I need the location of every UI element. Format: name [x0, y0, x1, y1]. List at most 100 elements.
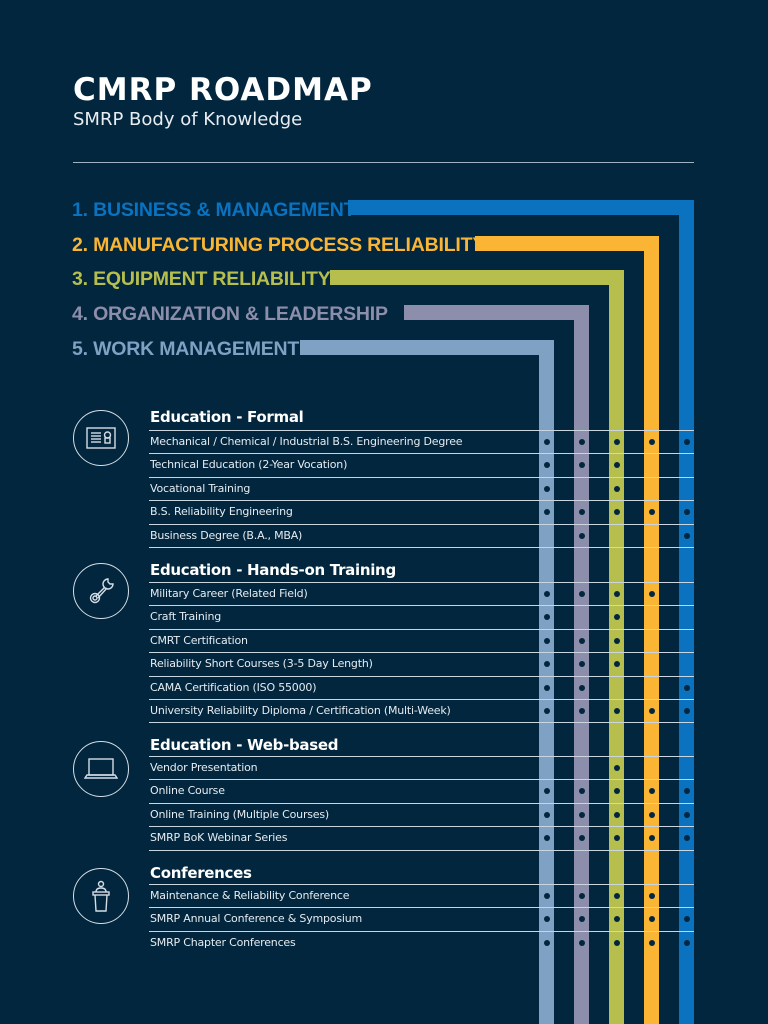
wrench-icon — [73, 563, 129, 619]
dot-bm — [683, 708, 690, 714]
list-item-label: Vocational Training — [150, 481, 251, 495]
dot-bm — [683, 835, 690, 842]
list-item-label: Military Career (Related Field) — [150, 587, 308, 600]
list-item-label: Vendor Presentation — [150, 761, 258, 774]
row-divider — [149, 430, 694, 431]
list-item-label: SMRP BoK Webinar Series — [150, 831, 288, 845]
dot-mpr — [648, 708, 655, 714]
row-divider — [149, 523, 694, 525]
dot-er — [613, 661, 620, 668]
dot-wm — [543, 485, 550, 492]
page-subtitle: SMRP Body of Knowledge — [73, 109, 303, 130]
dot-er — [613, 916, 620, 923]
dot-ol — [578, 509, 585, 516]
row-divider — [149, 722, 694, 724]
dot-er — [613, 637, 620, 644]
row-divider — [149, 675, 694, 677]
domain-bar-work-management — [300, 340, 554, 355]
row-divider — [149, 907, 694, 909]
dot-wm — [543, 893, 550, 899]
dot-ol — [578, 532, 585, 539]
row-divider — [149, 628, 694, 630]
domain-bar-equipment-reliability — [330, 270, 624, 285]
list-item-label: SMRP Annual Conference & Symposium — [150, 912, 363, 926]
dot-wm — [543, 788, 550, 795]
dot-er — [613, 509, 620, 516]
dot-ol — [578, 591, 585, 597]
list-item-label: Online Training (Multiple Courses) — [150, 807, 329, 821]
list-item-label: Reliability Short Courses (3-5 Day Lengt… — [150, 657, 373, 671]
dot-er — [613, 591, 620, 597]
dot-ol — [578, 637, 585, 644]
list-item-label: CMRT Certification — [150, 633, 248, 647]
list-item-label: Craft Training — [150, 610, 222, 624]
row-divider — [149, 802, 694, 804]
dot-bm — [683, 788, 690, 795]
dot-er — [613, 765, 620, 771]
row-divider — [149, 547, 694, 548]
dot-bm — [683, 916, 690, 923]
domain-label-manufacturing-process-reliability: 2. MANUFACTURING PROCESS RELIABILITY — [72, 234, 486, 256]
dot-ol — [578, 708, 585, 714]
dot-mpr — [648, 939, 655, 946]
dot-bm — [683, 811, 690, 818]
dot-wm — [543, 591, 550, 597]
dot-wm — [543, 661, 550, 668]
row-divider — [149, 699, 694, 700]
list-item-label: Online Course — [150, 784, 225, 798]
domain-bar-organization-leadership — [404, 305, 589, 320]
laptop-icon — [73, 741, 129, 797]
domain-label-work-management: 5. WORK MANAGEMENT — [72, 338, 300, 360]
row-divider — [149, 930, 694, 932]
row-divider — [149, 756, 694, 757]
row-divider — [149, 476, 694, 478]
row-divider — [149, 453, 694, 455]
domain-bar-business-management — [348, 200, 694, 215]
domain-label-organization-leadership: 4. ORGANIZATION & LEADERSHIP — [72, 303, 388, 325]
dot-er — [613, 811, 620, 818]
dot-er — [613, 893, 620, 899]
dot-bm — [683, 439, 690, 445]
dot-mpr — [648, 811, 655, 818]
row-divider — [149, 500, 694, 502]
dot-mpr — [648, 835, 655, 842]
dot-mpr — [648, 893, 655, 899]
section-title-education-hands-on: Education - Hands-on Training — [150, 561, 396, 579]
dot-wm — [543, 916, 550, 923]
row-divider — [149, 652, 694, 654]
dot-er — [613, 835, 620, 842]
dot-wm — [543, 708, 550, 714]
dot-ol — [578, 788, 585, 795]
row-divider — [149, 884, 694, 885]
dot-wm — [543, 684, 550, 691]
section-title-education-formal: Education - Formal — [150, 408, 304, 426]
dot-bm — [683, 684, 690, 691]
list-item-label: B.S. Reliability Engineering — [150, 505, 293, 519]
dot-er — [613, 462, 620, 469]
dot-wm — [543, 614, 550, 621]
domain-column-business-management — [679, 200, 694, 1024]
dot-ol — [578, 835, 585, 842]
domain-column-manufacturing-process-reliability — [644, 236, 659, 1024]
dot-er — [613, 939, 620, 946]
page-title: CMRP ROADMAP — [73, 72, 373, 108]
list-item-label: Technical Education (2-Year Vocation) — [150, 458, 348, 472]
dot-wm — [543, 462, 550, 469]
domain-label-equipment-reliability: 3. EQUIPMENT RELIABILITY — [72, 268, 331, 290]
list-item-label: University Reliability Diploma / Certifi… — [150, 704, 451, 717]
dot-wm — [543, 439, 550, 445]
domain-column-work-management — [539, 340, 554, 1024]
dot-mpr — [648, 439, 655, 445]
dot-mpr — [648, 788, 655, 795]
section-title-education-web-based: Education - Web-based — [150, 736, 339, 754]
dot-ol — [578, 811, 585, 818]
row-divider — [149, 826, 694, 828]
dot-er — [613, 788, 620, 795]
dot-ol — [578, 439, 585, 445]
dot-bm — [683, 509, 690, 516]
dot-er — [613, 708, 620, 714]
podium-speaker-icon — [73, 868, 129, 924]
domain-bar-manufacturing-process-reliability — [475, 236, 659, 251]
list-item-label: Mechanical / Chemical / Industrial B.S. … — [150, 435, 463, 448]
dot-ol — [578, 661, 585, 668]
